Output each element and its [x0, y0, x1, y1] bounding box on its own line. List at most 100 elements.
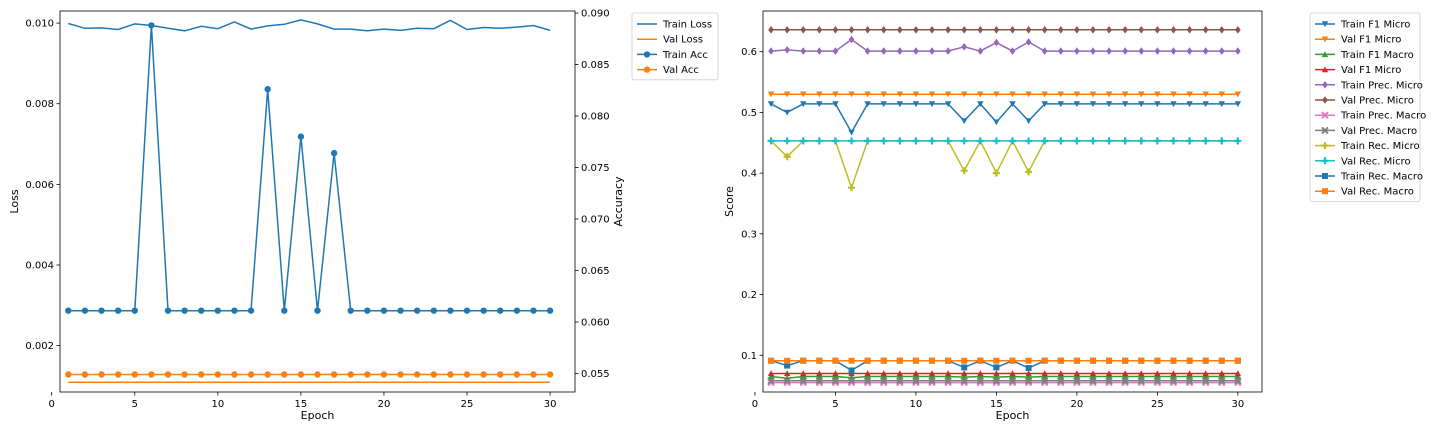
- data-point: [1057, 26, 1064, 34]
- data-point: [1234, 373, 1242, 380]
- y2-tick-label: 0.055: [581, 369, 610, 380]
- data-point: [1057, 101, 1064, 108]
- data-point: [1170, 47, 1177, 55]
- data-point: [848, 35, 855, 44]
- data-point: [181, 371, 188, 378]
- data-point: [1202, 47, 1209, 55]
- x-tick-label: 20: [1071, 399, 1084, 410]
- legend-label: Val F1 Micro: [1341, 65, 1401, 76]
- data-point: [928, 101, 936, 108]
- data-point: [98, 307, 105, 314]
- data-point: [767, 373, 775, 380]
- data-point: [912, 137, 920, 145]
- legend-marker: [1322, 96, 1328, 104]
- legend-marker: [643, 51, 651, 58]
- data-point: [1121, 373, 1129, 380]
- data-point: [976, 377, 985, 385]
- data-point: [1041, 26, 1048, 34]
- data-point: [799, 377, 807, 385]
- x-axis-label: Epoch: [996, 409, 1030, 422]
- data-point: [497, 371, 504, 378]
- data-point: [816, 26, 823, 34]
- y-axis-label: Score: [723, 186, 736, 217]
- y-tick-label: 0.002: [25, 341, 54, 352]
- data-point: [1154, 101, 1161, 108]
- y-tick-label: 0.6: [741, 47, 757, 58]
- data-point: [1009, 373, 1016, 380]
- data-point: [1074, 26, 1080, 34]
- data-point: [944, 370, 952, 377]
- legend-label: Train Prec. Macro: [1340, 111, 1426, 122]
- data-point: [783, 370, 791, 377]
- data-point: [397, 307, 404, 314]
- data-point: [198, 307, 205, 314]
- data-point: [1025, 38, 1032, 46]
- data-point: [847, 377, 856, 385]
- data-point: [848, 367, 855, 374]
- data-point: [1106, 26, 1112, 34]
- legend-marker: [1322, 81, 1328, 89]
- legend-label: Val Loss: [663, 35, 703, 46]
- data-point: [1170, 370, 1177, 377]
- legend-marker: [1322, 188, 1328, 195]
- data-point: [864, 373, 871, 380]
- y2-tick-label: 0.065: [581, 266, 610, 277]
- x-tick-label: 5: [132, 399, 138, 410]
- data-point: [1185, 377, 1194, 385]
- legend-label: Train Prec. Micro: [1340, 80, 1423, 91]
- legend-label: Train Loss: [662, 20, 712, 31]
- series-line: [770, 359, 1238, 372]
- y2-tick-label: 0.075: [581, 163, 610, 174]
- chart-1: 0 5 10 15 20 25 30 Epoch 0.002 0.004 0.006 0.008 0.0…: [8, 9, 719, 422]
- data-point: [1025, 365, 1032, 372]
- data-point: [1025, 357, 1032, 364]
- data-point: [783, 137, 791, 145]
- data-point: [863, 377, 872, 385]
- data-point: [1089, 101, 1097, 108]
- data-point: [800, 357, 807, 364]
- data-point: [928, 373, 936, 380]
- data-point: [513, 307, 521, 314]
- x-axis-label: Epoch: [301, 409, 335, 422]
- data-point: [912, 101, 920, 108]
- data-point: [1009, 47, 1016, 55]
- data-point: [397, 371, 404, 378]
- data-point: [1218, 357, 1225, 364]
- data-point: [848, 91, 855, 98]
- data-point: [864, 26, 871, 34]
- data-point: [783, 109, 791, 116]
- data-point: [1041, 373, 1048, 380]
- data-point: [929, 357, 936, 364]
- legend-label: Train F1 Macro: [1340, 50, 1414, 61]
- legend-label: Train Rec. Micro: [1340, 141, 1420, 152]
- x-tick-label: 30: [1231, 399, 1244, 410]
- data-point: [896, 373, 904, 380]
- data-point: [1137, 377, 1145, 385]
- data-point: [281, 371, 288, 378]
- data-point: [1186, 137, 1194, 145]
- data-point: [131, 371, 138, 378]
- x-tick-label: 25: [461, 399, 474, 410]
- data-point: [929, 47, 935, 55]
- data-point: [148, 22, 155, 29]
- data-point: [928, 137, 936, 145]
- data-point: [880, 370, 887, 377]
- legend-label: Train F1 Micro: [1340, 20, 1410, 31]
- data-point: [896, 357, 903, 364]
- legend-label: Train Acc: [662, 50, 708, 61]
- y2-axis-label: Accuracy: [612, 176, 625, 227]
- data-point: [1170, 91, 1177, 98]
- data-point: [848, 26, 855, 34]
- data-point: [1089, 357, 1096, 364]
- data-point: [977, 373, 984, 380]
- x-tick-label: 10: [910, 399, 923, 410]
- data-point: [447, 371, 454, 378]
- data-point: [1057, 370, 1064, 377]
- series-line: [770, 139, 1238, 191]
- data-point: [148, 371, 155, 378]
- data-point: [768, 357, 775, 364]
- data-point: [832, 370, 839, 377]
- data-point: [1009, 101, 1016, 108]
- data-point: [1218, 91, 1225, 98]
- data-point: [1234, 377, 1242, 385]
